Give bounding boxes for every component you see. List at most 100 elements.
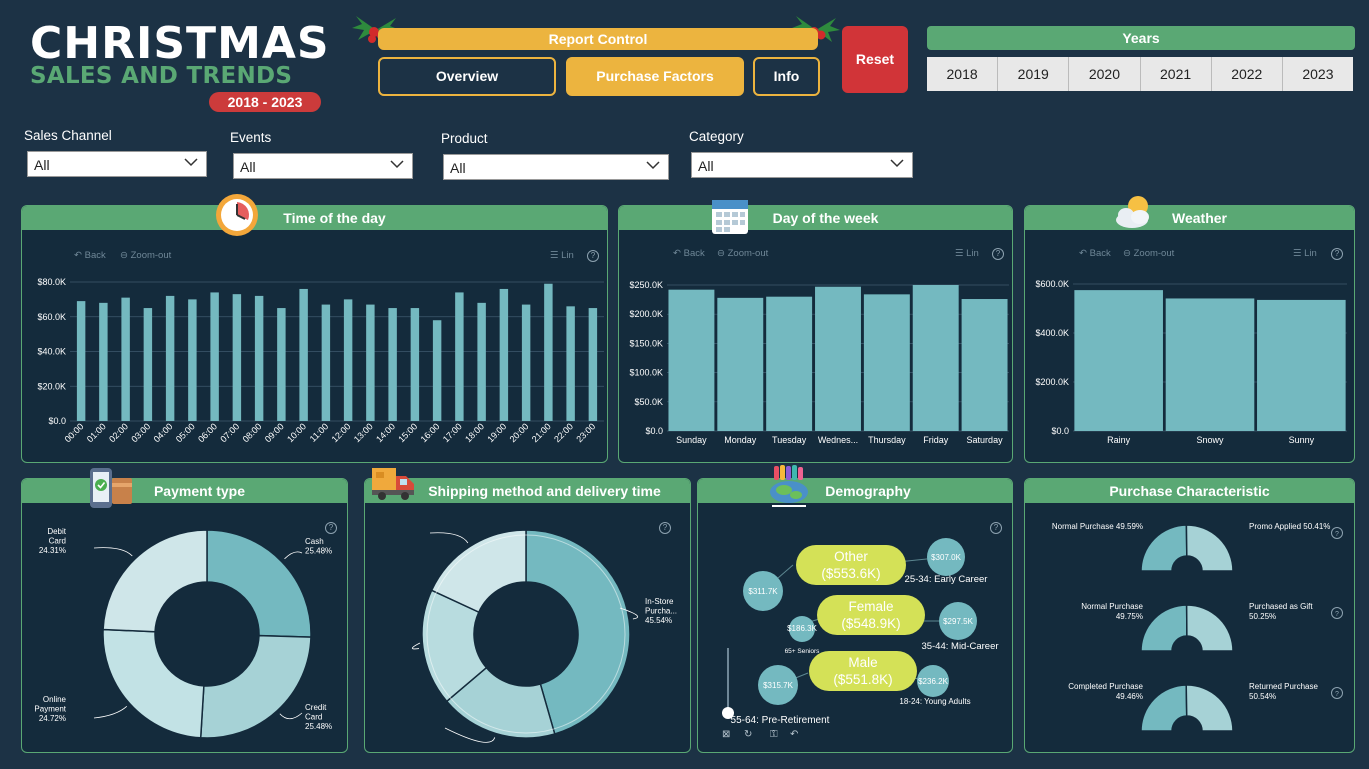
gender-bubble-male[interactable]: Male ($551.8K) (809, 651, 917, 691)
bar (388, 308, 397, 421)
donut-ring (426, 534, 626, 734)
age-bubble[interactable]: $186.3K (787, 616, 818, 642)
bar (99, 302, 108, 421)
bubble-toolbar: ⊠ ↻ ⚿ ↶ (722, 729, 798, 740)
crowd-globe-icon (770, 465, 808, 507)
category-dropdown[interactable]: All (691, 152, 913, 178)
zoom-out-button[interactable]: ⊖ Zoom-out (1123, 248, 1175, 259)
bar (499, 288, 509, 421)
gender-label: Other (834, 549, 868, 564)
bar (766, 296, 813, 431)
slice-pct: 24.72% (39, 714, 66, 723)
lin-button[interactable]: ☰ Lin (550, 250, 574, 261)
gauge-right-pct: 50.25% (1249, 612, 1276, 621)
zoom-slider-handle[interactable] (722, 707, 734, 719)
age-value: $236.2K (918, 677, 948, 686)
refresh-icon[interactable]: ↻ (744, 729, 752, 740)
help-icon[interactable]: ? (587, 250, 599, 262)
back-label: Back (683, 248, 705, 259)
purchase-factors-button[interactable]: Purchase Factors (566, 57, 744, 96)
bar (1165, 298, 1255, 431)
age-bubble[interactable]: $315.7K (758, 665, 798, 705)
back-button[interactable]: ↶ Back (1079, 248, 1111, 259)
shipping-donut-group (411, 529, 639, 743)
category-value: All (698, 158, 714, 174)
help-icon[interactable]: ? (325, 522, 337, 534)
x-tick-label: 12:00 (330, 421, 353, 444)
unlock-icon[interactable]: ⚿ (770, 729, 778, 740)
year-button-2019[interactable]: 2019 (998, 57, 1070, 91)
report-control-title: Report Control (378, 28, 818, 50)
gender-bubble-female[interactable]: Female ($548.9K) (817, 595, 925, 635)
chevron-down-icon (890, 159, 904, 168)
bar (912, 285, 959, 431)
zoom-out-label: Zoom-out (727, 248, 769, 259)
zoom-out-button[interactable]: ⊖ Zoom-out (120, 250, 172, 261)
help-icon[interactable]: ? (1331, 248, 1343, 260)
leader-line (279, 712, 303, 720)
year-button-2021[interactable]: 2021 (1140, 57, 1212, 91)
leader-line (429, 532, 469, 544)
chevron-down-icon (390, 160, 404, 169)
x-tick-label: 20:00 (508, 421, 531, 444)
lin-button[interactable]: ☰ Lin (1293, 248, 1317, 259)
panel-title: Day of the week (619, 206, 1012, 230)
year-button-2023[interactable]: 2023 (1282, 57, 1354, 91)
help-icon-glyph: ? (1335, 611, 1339, 618)
fit-icon[interactable]: ⊠ (722, 729, 730, 740)
gender-label: Female (848, 599, 893, 614)
info-button[interactable]: Info (753, 57, 820, 96)
events-dropdown[interactable]: All (233, 153, 413, 179)
events-label: Events (230, 130, 272, 145)
overview-button[interactable]: Overview (378, 57, 556, 96)
back-button[interactable]: ↶ Back (673, 248, 705, 259)
bar (366, 304, 375, 421)
bar (143, 308, 153, 421)
gender-bubble-other[interactable]: Other ($553.6K) (796, 545, 906, 585)
gauge-arc (1140, 604, 1188, 652)
year-button-2020[interactable]: 2020 (1069, 57, 1141, 91)
x-tick-label: 17:00 (441, 421, 464, 444)
bar (477, 302, 486, 421)
age-bubble[interactable]: $236.2K (917, 665, 949, 697)
leader-line (93, 547, 133, 557)
zoom-out-button[interactable]: ⊖ Zoom-out (717, 248, 769, 259)
product-dropdown[interactable]: All (443, 154, 669, 180)
undo-icon[interactable]: ↶ (790, 729, 798, 740)
slice-label: Purcha... (645, 607, 677, 616)
reset-button[interactable]: Reset (842, 26, 908, 93)
help-icon[interactable]: ? (990, 522, 1002, 534)
lin-button[interactable]: ☰ Lin (955, 248, 979, 259)
sales-channel-dropdown[interactable]: All (27, 151, 207, 177)
x-tick-label: 14:00 (374, 421, 397, 444)
help-icon-glyph: ? (1335, 691, 1339, 698)
help-icon (1331, 687, 1343, 699)
age-bubble[interactable]: $307.0K (927, 538, 965, 576)
bar (277, 308, 286, 421)
gender-value: ($551.8K) (833, 672, 892, 687)
panel-title-text: Time of the day (283, 210, 386, 226)
year-button-2018[interactable]: 2018 (927, 57, 999, 91)
bar (210, 292, 219, 421)
panel-title-text: Shipping method and delivery time (428, 483, 661, 499)
bar (815, 286, 861, 431)
age-bubble[interactable]: $297.5K (939, 602, 977, 640)
back-button[interactable]: ↶ Back (74, 250, 106, 261)
slice-label: Payment (34, 705, 66, 714)
x-tick-label: Snowy (1196, 435, 1224, 445)
day-of-week-panel: Day of the week ↶ Back ⊖ Zoom-out ☰ Lin … (618, 205, 1013, 463)
panel-title-text: Weather (1172, 210, 1227, 226)
x-tick-label: 19:00 (485, 421, 508, 444)
age-bubble[interactable]: $311.7K (743, 571, 783, 611)
panel-title: Time of the day (22, 206, 607, 230)
year-button-2022[interactable]: 2022 (1211, 57, 1283, 91)
age-value: $311.7K (748, 587, 778, 596)
slice-label: Debit (47, 527, 66, 536)
help-icon[interactable]: ? (992, 248, 1004, 260)
sun-cloud-icon (1116, 196, 1149, 228)
x-tick-label: Wednes... (818, 435, 858, 445)
help-icon[interactable]: ? (659, 522, 671, 534)
x-tick-label: 16:00 (419, 421, 442, 444)
time-of-day-panel: Time of the day ↶ Back ⊖ Zoom-out ☰ Lin … (21, 205, 608, 463)
